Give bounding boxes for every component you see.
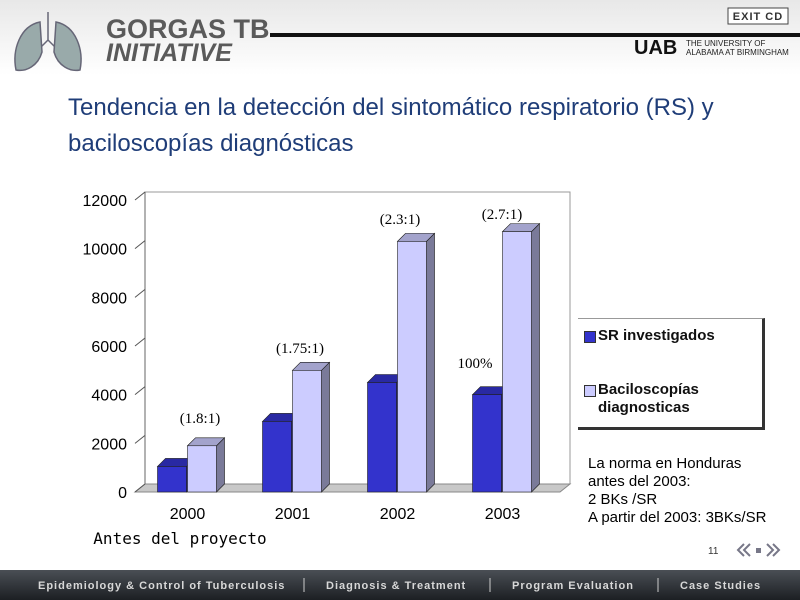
- y-tick-label: 10000: [83, 242, 128, 259]
- ratio-annotation: (1.75:1): [276, 341, 324, 357]
- y-tick-label: 0: [118, 485, 127, 502]
- y-tick: [134, 386, 146, 396]
- y-tick-label: 6000: [91, 339, 127, 356]
- brand-line2: INITIATIVE: [106, 39, 233, 67]
- y-tick-label: 8000: [91, 290, 127, 307]
- lungs-logo: [14, 12, 82, 72]
- y-tick-label: 12000: [83, 193, 128, 210]
- page-number: 11: [708, 546, 719, 557]
- bar-side: [531, 222, 540, 493]
- y-tick: [134, 483, 146, 493]
- footer-bg: [0, 570, 800, 600]
- y-tick-label: 4000: [91, 388, 127, 405]
- bar-side: [321, 361, 330, 493]
- footer-link[interactable]: Diagnosis & Treatment: [326, 580, 466, 592]
- university-line2: ALABAMA AT BIRMINGHAM: [686, 48, 789, 57]
- legend-entry: SR investigados: [584, 327, 758, 345]
- y-tick: [134, 288, 146, 298]
- ratio-annotation: (1.8:1): [180, 411, 220, 427]
- footer-nav: Epidemiology & Control of Tuberculosis Di…: [38, 578, 761, 592]
- bar: [472, 394, 502, 493]
- exit-label[interactable]: EXIT CD: [733, 11, 783, 23]
- footer-link[interactable]: Case Studies: [680, 580, 761, 592]
- x-tick-label: 2001: [275, 506, 311, 523]
- legend-swatch: [584, 385, 596, 397]
- bar: [262, 421, 292, 493]
- university-line1: THE UNIVERSITY OF: [686, 39, 766, 48]
- bar-side: [426, 232, 435, 493]
- chart: 0 2000 4000 6000 8000 10000 12000 2000 2001 2002 2…: [83, 191, 572, 548]
- bar: [187, 445, 217, 493]
- footer-link[interactable]: Epidemiology & Control of Tuberculosis: [38, 580, 285, 592]
- bar: [157, 466, 187, 493]
- bar: [367, 382, 397, 493]
- legend-label: Baciloscopías diagnosticas: [598, 381, 699, 416]
- slide-title: Tendencia en la detección del sintomátic…: [68, 94, 714, 157]
- brand-line1: GORGAS TB: [106, 14, 270, 44]
- header-rule: [270, 33, 800, 37]
- note-line: A partir del 2003: 3BKs/SR: [588, 509, 767, 526]
- y-tick-label: 2000: [91, 436, 127, 453]
- y-tick: [134, 191, 146, 201]
- legend-label: SR investigados: [598, 327, 715, 344]
- x-tick-label: 2002: [380, 506, 416, 523]
- category-note: Antes del proyecto: [93, 529, 266, 548]
- x-tick-label: 2000: [170, 506, 206, 523]
- ratio-annotation: (2.3:1): [380, 212, 420, 228]
- x-tick-label: 2003: [485, 506, 521, 523]
- note-line: La norma en Honduras: [588, 455, 742, 472]
- ratio-annotation: (2.7:1): [482, 207, 522, 223]
- notes: La norma en Honduras antes del 2003: 2 BKs…: [588, 455, 766, 527]
- legend-swatch: [584, 331, 596, 343]
- footer-link[interactable]: Program Evaluation: [512, 580, 634, 592]
- bar: [397, 241, 427, 493]
- legend: SR investigados Baciloscopías diagnostica…: [578, 318, 765, 430]
- note-line: antes del 2003:: [588, 473, 691, 490]
- ratio-annotation: 100%: [458, 356, 493, 372]
- note-line: 2 BKs /SR: [588, 491, 658, 508]
- y-tick: [134, 337, 146, 347]
- bar: [292, 370, 322, 493]
- uab-logo: UAB: [634, 37, 677, 59]
- bar-side: [216, 437, 225, 493]
- exit-button[interactable]: [727, 7, 789, 25]
- y-tick: [134, 434, 146, 444]
- y-tick: [134, 240, 146, 250]
- legend-entry: Baciloscopías diagnosticas: [584, 381, 758, 417]
- header-bg: [0, 0, 800, 75]
- bar: [502, 231, 532, 493]
- nav-arrows[interactable]: [736, 543, 781, 557]
